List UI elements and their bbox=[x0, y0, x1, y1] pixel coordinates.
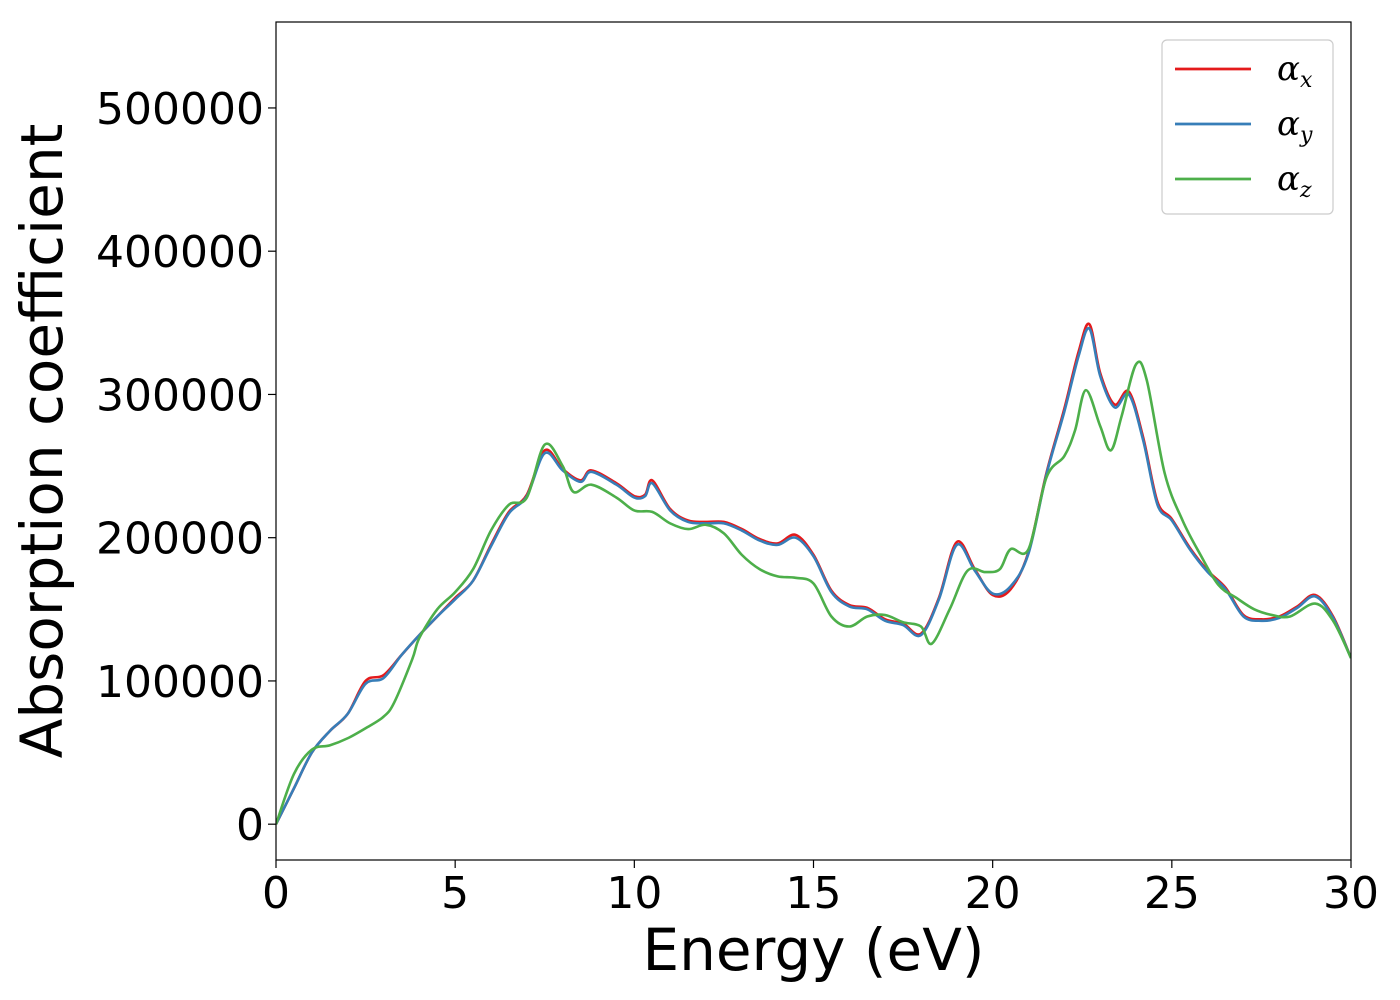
series-layer bbox=[276, 322, 1351, 825]
y-axis: 0 100000 200000 300000 400000 500000 bbox=[96, 84, 276, 851]
legend-label-x: αx bbox=[1277, 49, 1313, 93]
series-line-z bbox=[276, 360, 1351, 825]
y-tick-label: 100000 bbox=[96, 657, 264, 708]
x-tick-label: 15 bbox=[786, 868, 842, 919]
x-tick-label: 10 bbox=[606, 868, 662, 919]
x-tick-label: 30 bbox=[1323, 868, 1379, 919]
x-tick-label: 20 bbox=[965, 868, 1021, 919]
y-tick-label: 300000 bbox=[96, 370, 264, 421]
y-tick-label: 200000 bbox=[96, 514, 264, 565]
legend: αx αy αz bbox=[1161, 39, 1334, 215]
legend-label-y: αy bbox=[1277, 104, 1313, 148]
x-tick-label: 0 bbox=[262, 868, 290, 919]
y-tick-label: 500000 bbox=[96, 84, 264, 135]
x-axis-title: Energy (eV) bbox=[642, 916, 984, 984]
series-line-y bbox=[276, 326, 1351, 825]
x-tick-label: 5 bbox=[441, 868, 469, 919]
legend-box bbox=[1161, 39, 1334, 215]
y-tick-label: 400000 bbox=[96, 227, 264, 278]
x-tick-label: 25 bbox=[1144, 868, 1200, 919]
legend-label-z: αz bbox=[1277, 159, 1312, 203]
y-tick-label: 0 bbox=[236, 800, 264, 851]
x-axis: 0 5 10 15 20 25 30 bbox=[262, 860, 1379, 919]
y-axis-title: Absorption coefficient bbox=[8, 124, 76, 759]
